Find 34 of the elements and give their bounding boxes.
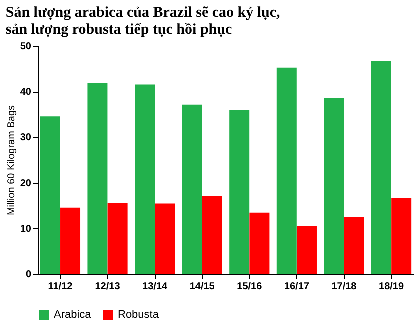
x-tick-label: 11/12 (48, 282, 74, 292)
bar (155, 204, 176, 274)
x-tick-label: 12/13 (95, 282, 121, 292)
bar (135, 84, 156, 274)
bar (276, 68, 297, 274)
bar (371, 61, 392, 274)
y-tick-label: 50 (20, 42, 32, 52)
bar (250, 212, 270, 274)
bar (182, 104, 202, 274)
bar (88, 83, 108, 274)
y-tick-label: 30 (20, 132, 32, 144)
x-tick-label: 15/16 (237, 282, 263, 292)
bar (344, 217, 364, 274)
chart-title: Sản lượng arabica của Brazil sẽ cao kỷ lục, sản lượng robusta tiếp tục hồi phục (6, 5, 281, 38)
bar (60, 208, 81, 274)
x-tick-label: 14/15 (190, 282, 216, 292)
legend-label: Robusta (118, 309, 160, 321)
y-tick-label: 40 (20, 87, 32, 98)
bar (392, 198, 412, 274)
bar (230, 110, 250, 274)
y-axis-title: Million 60 Kilogram Bags (6, 105, 18, 216)
legend-label: Arabica (54, 309, 92, 321)
y-tick-label: 20 (20, 178, 32, 190)
y-tick-label: 0 (26, 270, 32, 280)
x-tick-label: 18/19 (379, 282, 404, 292)
x-tick-label: 16/17 (284, 282, 310, 292)
y-tick-label: 10 (20, 224, 32, 235)
bar (40, 116, 60, 274)
x-tick-label: 17/18 (332, 282, 358, 292)
bar (296, 226, 317, 274)
x-tick-label: 13/14 (142, 282, 168, 292)
bar (108, 203, 128, 274)
bar (202, 196, 222, 274)
bar (324, 98, 344, 274)
